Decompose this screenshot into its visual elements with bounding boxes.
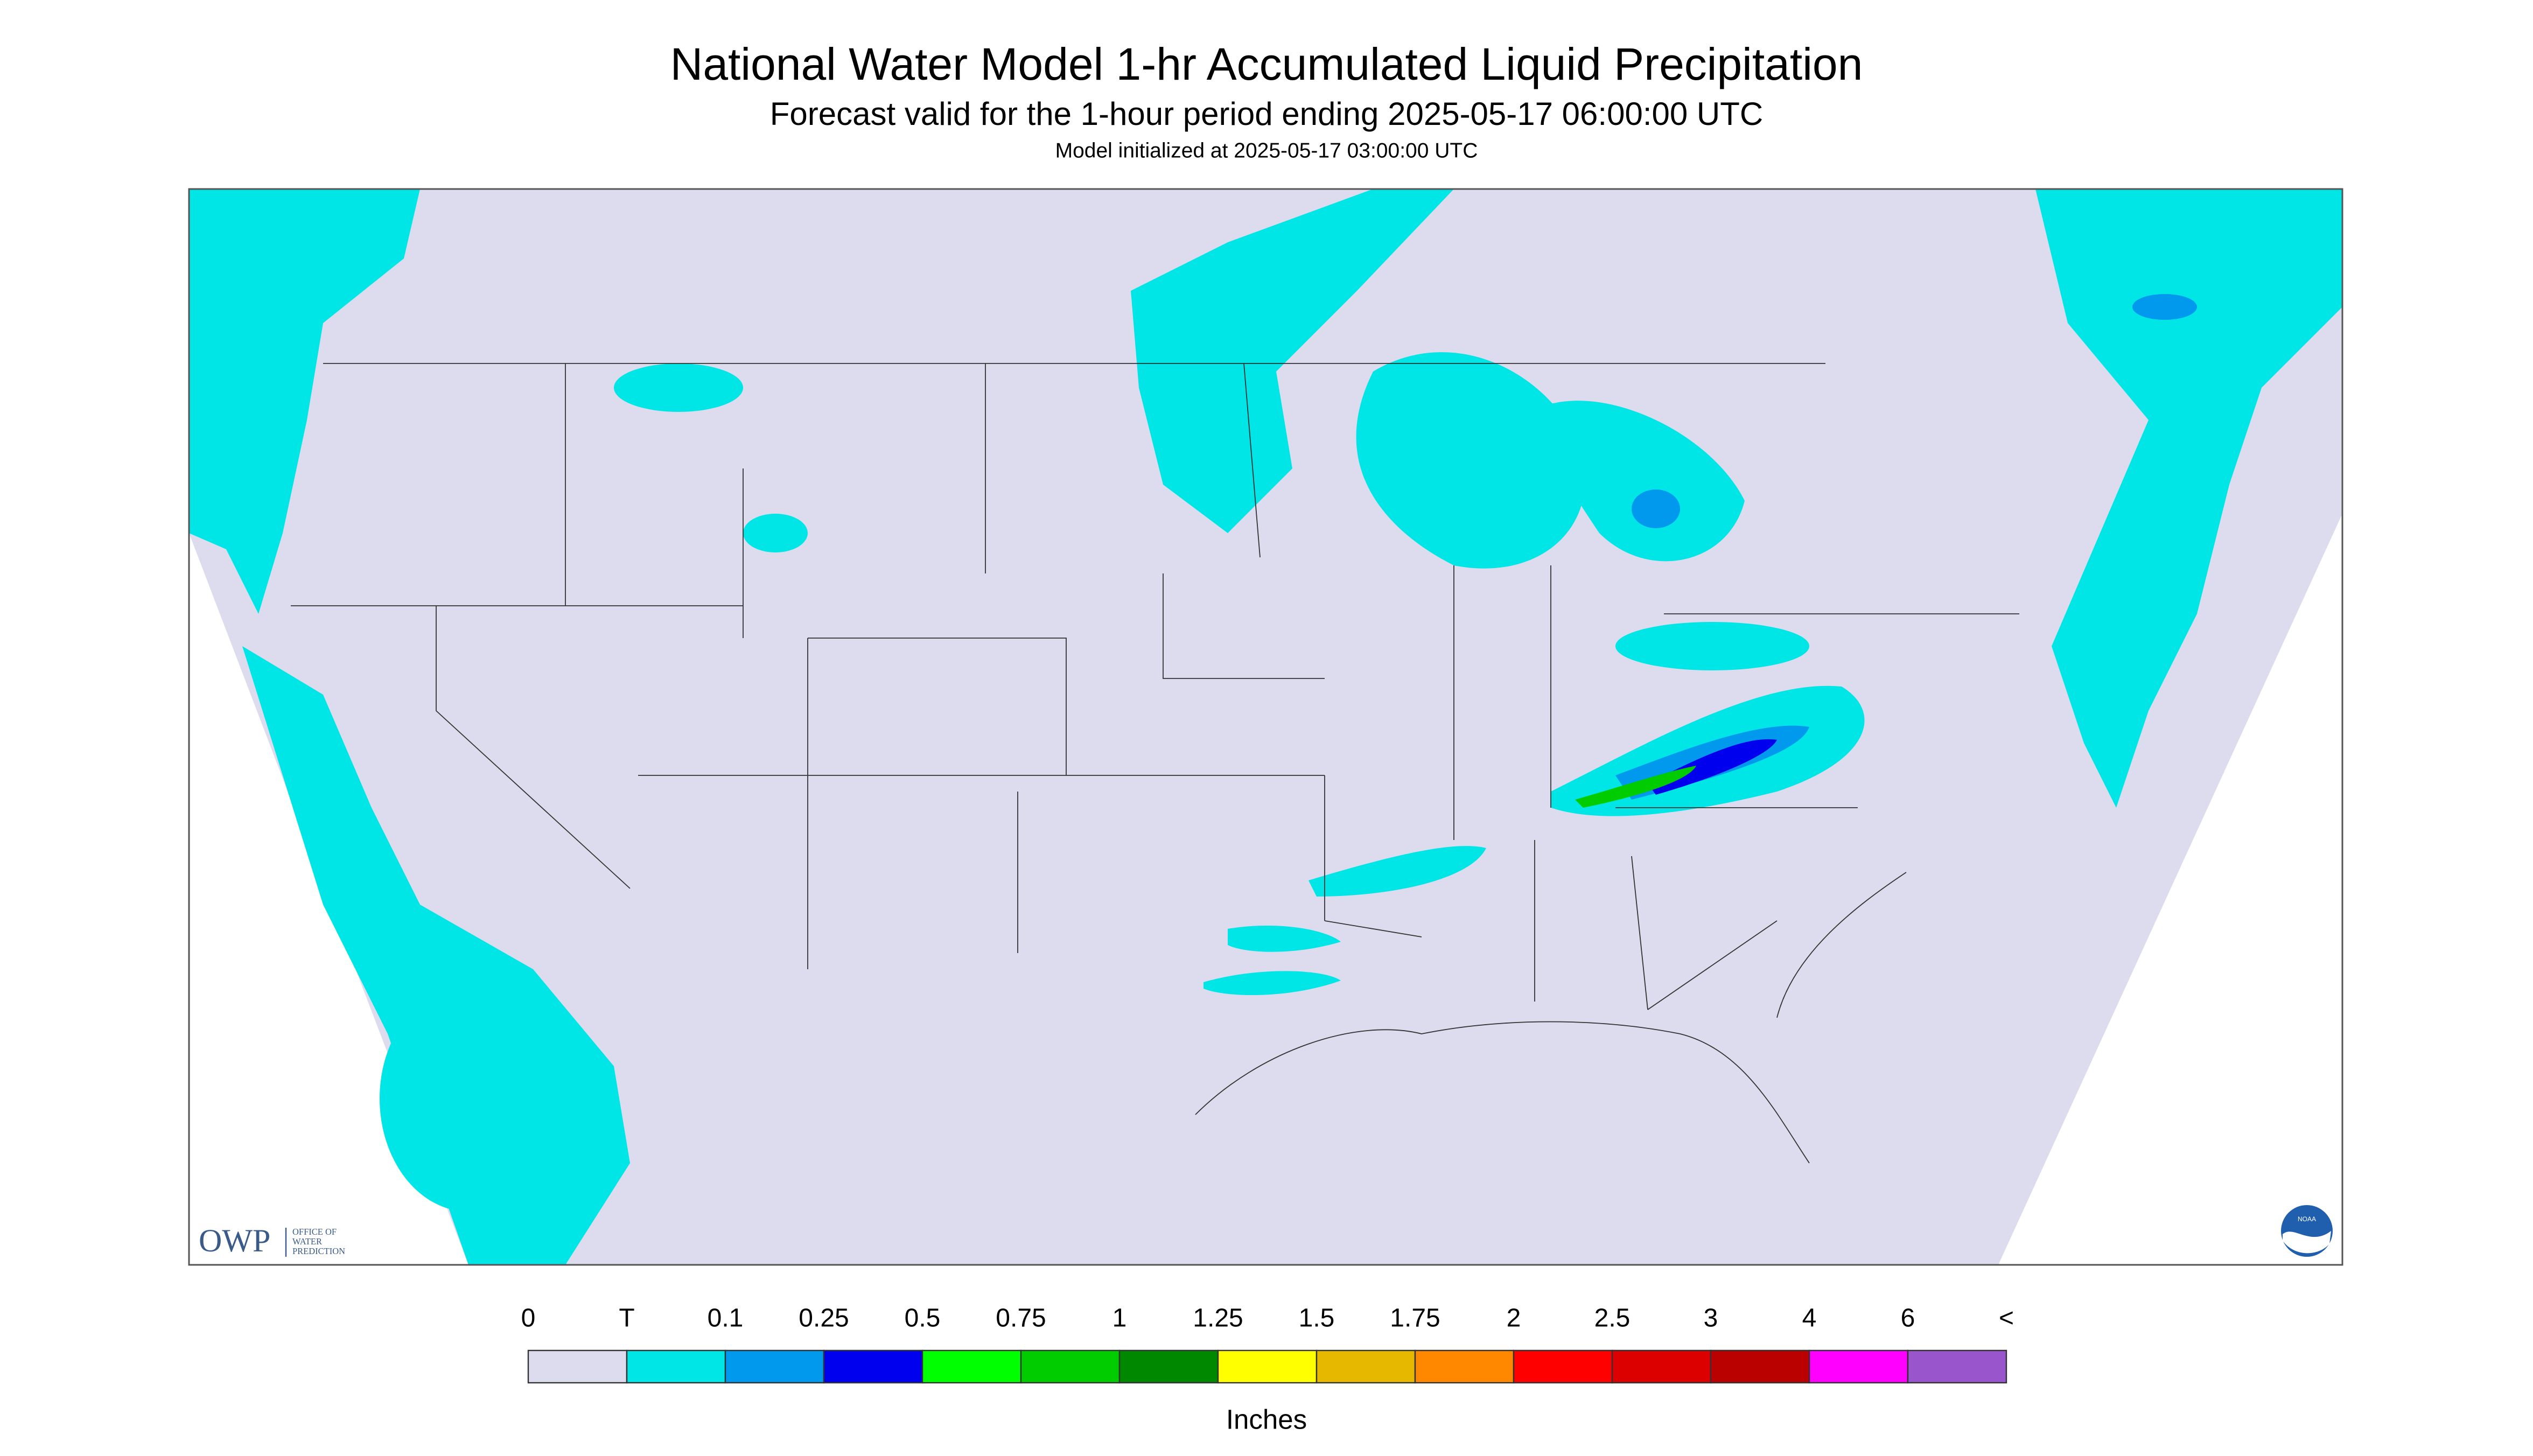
- legend-label: 2.5: [1594, 1304, 1631, 1333]
- legend-label: 2: [1507, 1304, 1521, 1333]
- legend-swatch: [527, 1349, 628, 1384]
- legend-swatch: [1414, 1349, 1515, 1384]
- legend: 0 T 0.1 0.25 0.5 0.75 1 1.25 1.5 1.75 2 2.5 3 4 6 <: [521, 1304, 2014, 1384]
- legend-label: 6: [1901, 1304, 1915, 1333]
- owp-text: OWP: [199, 1223, 270, 1258]
- legend-swatch: [1611, 1349, 1712, 1384]
- init-note: Model initialized at 2025-05-17 03:00:00…: [1055, 139, 1478, 162]
- data-domain: [189, 189, 2342, 1265]
- legend-swatch: [626, 1349, 726, 1384]
- legend-unit: Inches: [1226, 1404, 1307, 1434]
- map: [188, 188, 2343, 1266]
- owp-logo: OWP OFFICE OF WATER PREDICTION: [199, 1223, 345, 1258]
- subtitle: Forecast valid for the 1-hour period end…: [770, 96, 1763, 132]
- legend-label: 1.25: [1193, 1304, 1243, 1333]
- precip-heavy: [1648, 739, 1777, 795]
- legend-label: 4: [1802, 1304, 1817, 1333]
- legend-label: 0.1: [708, 1304, 744, 1333]
- owp-line: WATER: [292, 1236, 322, 1247]
- legend-label: 0.25: [799, 1304, 849, 1333]
- legend-label: <: [1999, 1304, 2014, 1333]
- legend-swatch: [1020, 1349, 1121, 1384]
- legend-swatch: [1118, 1349, 1219, 1384]
- legend-label: 1.75: [1390, 1304, 1440, 1333]
- legend-swatch: [1316, 1349, 1416, 1384]
- legend-label: 0.5: [905, 1304, 941, 1333]
- legend-swatch: [724, 1349, 825, 1384]
- map-frame: [188, 188, 2343, 1266]
- legend-swatch: [921, 1349, 1022, 1384]
- legend-label: 3: [1704, 1304, 1718, 1333]
- legend-swatch: [823, 1349, 923, 1384]
- legend-label: 0: [521, 1304, 536, 1333]
- owp-line: OFFICE OF: [292, 1227, 337, 1237]
- noaa-wave: [2283, 1231, 2331, 1254]
- precip-green: [1575, 766, 1696, 808]
- noaa-logo: NOAA: [2281, 1205, 2333, 1257]
- legend-label: 1.5: [1299, 1304, 1335, 1333]
- noaa-text: NOAA: [2298, 1215, 2316, 1223]
- owp-line: PREDICTION: [292, 1246, 345, 1256]
- legend-label: T: [619, 1304, 634, 1333]
- legend-swatch: [1808, 1349, 1909, 1384]
- legend-swatch: [1513, 1349, 1613, 1384]
- legend-swatch: [1710, 1349, 1810, 1384]
- legend-label: 0.75: [996, 1304, 1046, 1333]
- legend-swatch: [1907, 1349, 2007, 1384]
- legend-label: 1: [1112, 1304, 1127, 1333]
- legend-swatch: [1217, 1349, 1318, 1384]
- borders: [291, 363, 2019, 1164]
- title: National Water Model 1-hr Accumulated Li…: [670, 39, 1863, 89]
